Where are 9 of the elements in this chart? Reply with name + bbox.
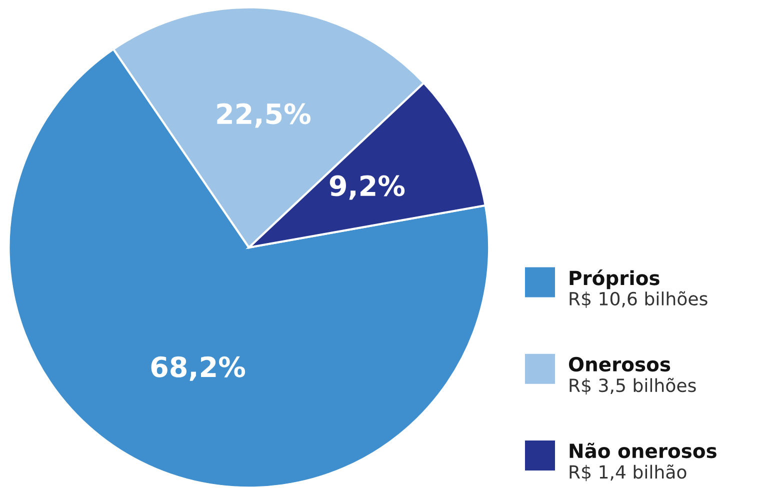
data-label: 9,2% [330, 175, 405, 200]
data-label: 68,2% [151, 356, 246, 381]
text: R$ 3,5 bilhões [570, 378, 696, 395]
legend-label: Próprios [570, 270, 660, 290]
legend-label: Onerosos [568, 356, 670, 372]
data-label: 22,5% [217, 103, 310, 128]
text: R$ 10,6 bilhões [570, 291, 708, 308]
legend-label: Não onerosos [570, 442, 716, 458]
text: R$ 1,4 bilhão [570, 464, 686, 482]
